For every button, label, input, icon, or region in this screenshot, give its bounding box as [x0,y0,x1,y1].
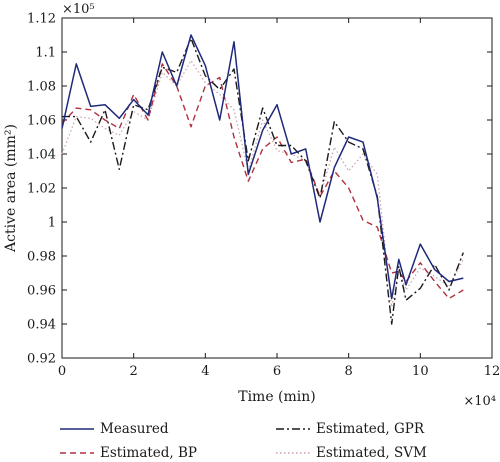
legend: Measured Estimated, BP Estimated, GPR Estim… [60,421,427,461]
series-line-estimated-bp [61,63,464,300]
y-tick-label: 0.96 [27,284,56,299]
legend-label: Estimated, SVM [316,445,427,461]
legend-label: Estimated, GPR [316,421,425,437]
x-tick-label: 8 [345,364,353,379]
series-layer [61,34,464,325]
x-axis-title: Time (min) [238,389,316,405]
legend-label: Measured [100,421,169,437]
x-tick-label: 2 [130,364,138,379]
x-tick-label: 0 [58,364,66,379]
y-tick-label: 1.1 [35,46,56,61]
series-line-estimated-gpr [62,37,464,325]
y-tick-label: 1 [48,216,56,231]
y-tick-label: 1.08 [27,80,56,95]
series-line-estimated-svm [61,59,464,308]
y-tick-label: 1.12 [27,12,56,27]
x-tick-label: 10 [412,364,429,379]
x-tick-label: 6 [273,364,281,379]
y-tick-label: 0.92 [27,352,56,367]
y-axis-title: Active area (mm²) [3,124,19,253]
plot-frame [61,17,493,359]
ticks-layer: 0 2 4 6 8 10 12 0.92 0.94 0.96 0.98 1 1.02 1.04 1.06 1.… [27,12,500,380]
x-tick-label: 4 [201,364,209,379]
x-tick-label: 12 [484,364,500,379]
y-tick-label: 1.06 [27,114,56,129]
y-multiplier-label: ×10⁵ [62,2,95,17]
x-multiplier-label: ×10⁴ [463,394,496,409]
y-tick-label: 0.98 [27,250,56,265]
y-tick-label: 1.04 [27,148,56,163]
legend-label: Estimated, BP [100,445,197,461]
y-tick-label: 1.02 [27,182,56,197]
y-tick-label: 0.94 [27,318,56,333]
series-line-measured [61,34,464,300]
